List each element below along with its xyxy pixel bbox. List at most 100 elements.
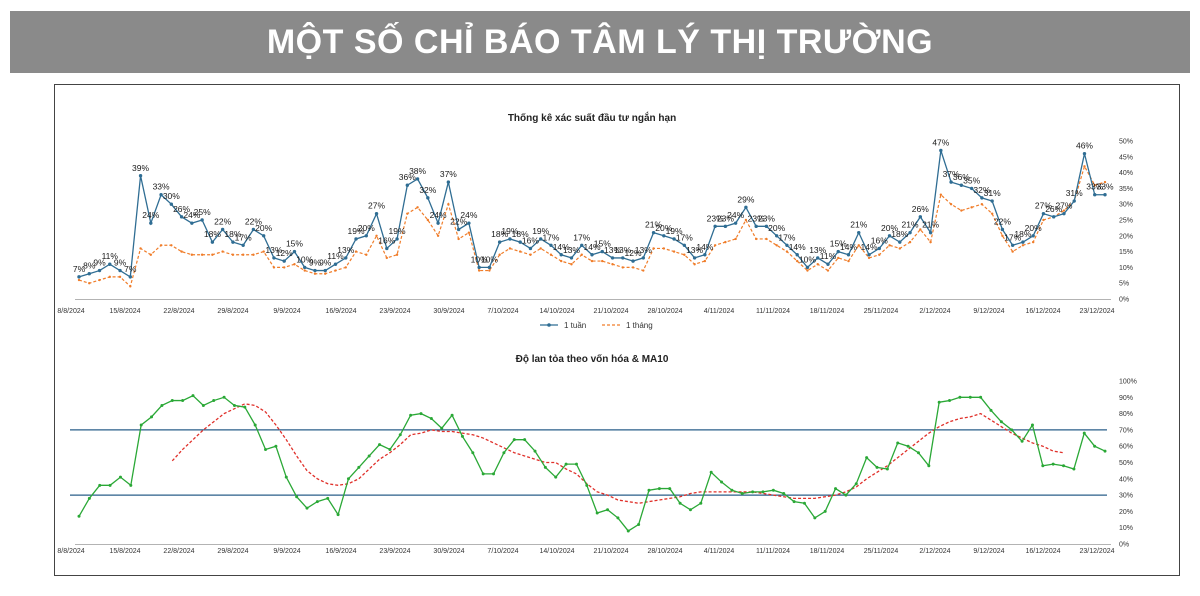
- data-label: 20%: [1025, 223, 1042, 233]
- point-1-thang: [354, 250, 358, 253]
- point-breadth: [1051, 462, 1055, 466]
- data-label: 30%: [163, 191, 180, 201]
- point-1-tuan: [220, 227, 225, 232]
- point-1-tuan: [395, 237, 399, 241]
- data-label: 7%: [124, 264, 137, 274]
- data-label: 35%: [963, 175, 980, 185]
- point-breadth: [668, 487, 672, 491]
- point-1-thang: [878, 253, 881, 256]
- x-tick-label: 23/9/2024: [379, 548, 410, 555]
- point-breadth: [885, 467, 889, 471]
- x-tick-label: 16/12/2024: [1025, 308, 1060, 315]
- data-label: 10%: [799, 254, 816, 264]
- data-label: 32%: [419, 185, 436, 195]
- point-1-tuan: [662, 234, 666, 238]
- data-label: 24%: [727, 210, 744, 220]
- point-breadth: [844, 493, 848, 497]
- point-1-thang: [775, 244, 778, 247]
- point-breadth: [979, 395, 983, 399]
- y-tick-label: 40%: [1119, 170, 1133, 177]
- point-1-thang: [139, 247, 142, 250]
- point-1-tuan: [1093, 193, 1097, 197]
- point-breadth: [761, 490, 765, 494]
- point-1-thang: [990, 212, 994, 215]
- point-1-thang: [560, 259, 563, 263]
- point-breadth: [409, 413, 413, 417]
- point-1-tuan: [795, 253, 799, 257]
- data-label: 17%: [778, 232, 795, 242]
- point-1-tuan: [733, 221, 738, 225]
- point-breadth: [243, 405, 247, 409]
- point-1-thang: [416, 206, 419, 209]
- point-breadth: [98, 483, 102, 487]
- point-1-thang: [1062, 209, 1066, 212]
- data-label: 18%: [491, 229, 508, 239]
- point-1-thang: [734, 237, 737, 241]
- point-breadth: [875, 465, 879, 469]
- x-tick-label: 11/11/2024: [756, 308, 790, 315]
- data-label: 23%: [707, 213, 724, 223]
- point-1-thang: [672, 250, 676, 253]
- data-label: 14%: [553, 242, 570, 252]
- y-tick-label: 30%: [1119, 202, 1133, 209]
- data-label: 19%: [348, 226, 365, 236]
- point-breadth: [751, 490, 755, 494]
- point-1-tuan: [651, 230, 656, 235]
- point-breadth: [87, 496, 91, 500]
- point-1-thang: [488, 269, 491, 272]
- point-1-tuan: [138, 174, 143, 178]
- point-1-thang: [713, 244, 717, 247]
- chart-title: Độ lan tỏa theo vốn hóa & MA10: [516, 353, 669, 365]
- data-label: 26%: [173, 204, 190, 214]
- point-1-thang: [826, 269, 830, 272]
- point-1-tuan: [723, 224, 728, 229]
- point-breadth: [1103, 449, 1107, 453]
- point-1-tuan: [231, 240, 235, 244]
- point-1-tuan: [1052, 215, 1056, 219]
- x-tick-label: 18/11/2024: [810, 548, 845, 555]
- point-breadth: [523, 438, 527, 442]
- data-label: 13%: [337, 245, 354, 255]
- point-1-tuan: [323, 268, 327, 273]
- x-tick-label: 18/11/2024: [810, 308, 845, 315]
- point-1-thang: [385, 256, 388, 260]
- data-label: 17%: [542, 232, 559, 242]
- x-tick-label: 7/10/2024: [487, 548, 518, 555]
- point-1-thang: [457, 237, 460, 241]
- point-breadth: [688, 508, 692, 512]
- point-1-thang: [796, 259, 799, 263]
- data-label: 23%: [748, 213, 765, 223]
- point-1-thang: [334, 269, 337, 272]
- point-breadth: [678, 501, 682, 505]
- point-breadth: [1072, 467, 1076, 471]
- data-label: 38%: [409, 166, 426, 176]
- point-1-tuan: [508, 237, 512, 241]
- data-label: 22%: [450, 216, 467, 226]
- data-label: 22%: [214, 216, 231, 226]
- point-1-thang: [580, 253, 583, 256]
- point-breadth: [606, 508, 610, 512]
- x-tick-label: 16/9/2024: [325, 548, 356, 555]
- point-1-tuan: [590, 253, 594, 257]
- data-label: 24%: [430, 210, 447, 220]
- series-line-breadth: [78, 394, 1106, 532]
- point-breadth: [699, 501, 703, 505]
- header-banner: MỘT SỐ CHỈ BÁO TÂM LÝ THỊ TRƯỜNG: [10, 11, 1190, 73]
- point-breadth: [181, 399, 185, 403]
- data-label: 20%: [255, 223, 272, 233]
- legend-label-1-thang: 1 tháng: [626, 321, 653, 330]
- y-tick-label: 30%: [1119, 493, 1133, 500]
- x-tick-label: 22/8/2024: [163, 548, 194, 555]
- point-1-tuan: [497, 240, 502, 244]
- point-1-tuan: [1021, 240, 1025, 244]
- point-1-tuan: [118, 268, 122, 273]
- point-1-thang: [149, 253, 153, 256]
- data-label: 12%: [276, 248, 293, 258]
- point-1-tuan: [241, 243, 245, 247]
- point-1-tuan: [272, 256, 276, 260]
- data-label: 17%: [1004, 232, 1021, 242]
- point-1-thang: [929, 240, 932, 244]
- point-1-tuan: [456, 227, 461, 232]
- point-breadth: [1093, 444, 1097, 448]
- legend-marker-1-tuan: [547, 323, 551, 327]
